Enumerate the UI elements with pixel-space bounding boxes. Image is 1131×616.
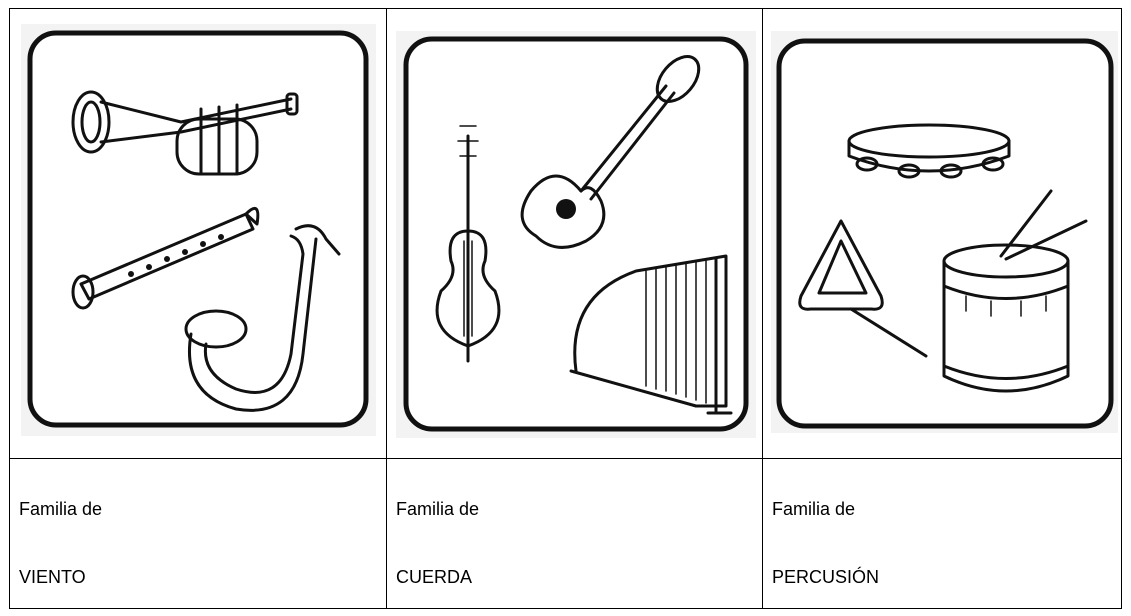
family-prefix: Familia de bbox=[772, 499, 856, 519]
string-cell bbox=[386, 8, 763, 459]
text-row: Familia de VIENTO Familia de CUERDA Fami… bbox=[9, 458, 1122, 609]
image-row bbox=[9, 8, 1122, 459]
wind-cell bbox=[9, 8, 387, 459]
text-cell: Familia de VIENTO bbox=[9, 458, 387, 609]
family-prefix: Familia de bbox=[396, 499, 480, 519]
percussion-illustration bbox=[771, 31, 1118, 433]
percussion-cell bbox=[762, 8, 1122, 459]
text-cell: Familia de CUERDA bbox=[386, 458, 763, 609]
family-prefix: Familia de bbox=[19, 499, 103, 519]
family-name: PERCUSIÓN bbox=[772, 567, 880, 587]
family-name: VIENTO bbox=[19, 567, 86, 587]
instrument-table: Familia de VIENTO Familia de CUERDA Fami… bbox=[9, 8, 1122, 609]
text-cell: Familia de PERCUSIÓN bbox=[762, 458, 1122, 609]
wind-illustration bbox=[21, 24, 376, 436]
string-illustration bbox=[396, 31, 756, 438]
family-name: CUERDA bbox=[396, 567, 473, 587]
